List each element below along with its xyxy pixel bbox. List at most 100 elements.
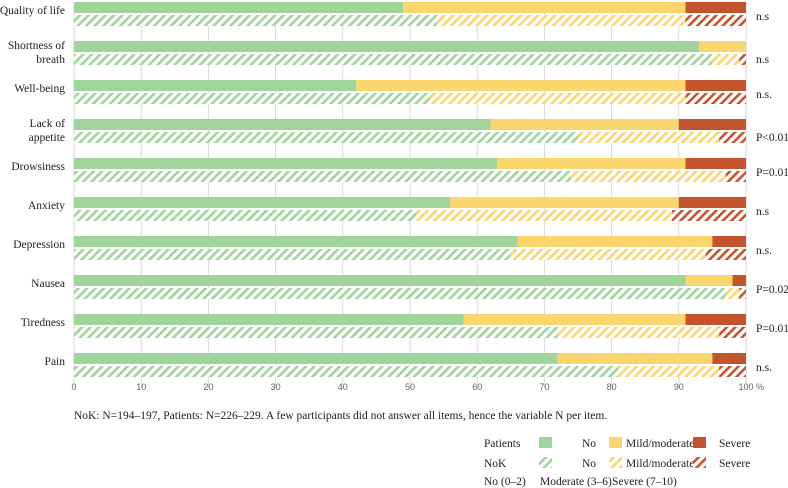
bar-patients-severe [712,353,746,364]
legend-entry-label: Severe [719,438,750,450]
bar-nok-severe [685,93,746,104]
category-label: Nausea [31,278,65,290]
x-tick-label: 0 [71,382,76,392]
category-label-line: Nausea [31,278,65,290]
legend-row-label: Patients [484,438,521,450]
category-label-line: appetite [29,132,65,144]
legend-entry-label: No [582,438,596,450]
bar-nok-no [74,366,619,377]
bar-nok-mild-moderate [510,249,706,260]
significance-labels: n.s n.s n.s. P<0.01 P=0.01 n.s n.s. P=0.02 P=0.0… [756,11,788,374]
legend-scale-text: Severe (7–10) [612,476,677,488]
bar-patients-severe [678,119,746,130]
legend: Patients No Mild/moderate Severe NoK No Mild/m… [484,437,750,488]
category-label-line: Lack of [30,118,66,130]
x-tick-label: 80 [607,382,617,392]
category-label-line: Pain [45,356,66,368]
category-label: Depression [13,239,65,251]
bars [74,2,746,377]
bar-nok-no [74,93,431,104]
category-label-line: Tiredness [21,317,66,329]
bar-patients-mild-moderate [557,353,713,364]
category-label-line: Shortness of [8,40,65,52]
bar-nok-severe [739,54,746,65]
bar-nok-no [74,132,578,143]
x-tick-label: 40 [338,382,348,392]
legend-scale-text: No (0–2) [484,476,526,488]
legend-swatch-no [539,457,552,468]
bar-patients-mild-moderate [490,119,679,130]
legend-swatch-no [539,437,552,448]
category-label: Pain [45,356,66,368]
bar-patients-mild-moderate [463,314,686,325]
bar-nok-severe [725,171,746,182]
bar-nok-severe [705,249,746,260]
category-label: Lack of appetite [29,118,66,144]
bar-patients-mild-moderate [698,41,746,52]
bar-nok-mild-moderate [557,327,720,338]
legend-swatch-severe [693,457,706,468]
significance-label: n.s. [756,362,772,374]
x-tick-label: 100 [738,382,753,392]
bar-patients-no [74,314,464,325]
bar-patients-severe [685,314,746,325]
x-tick-label: 70 [539,382,549,392]
significance-label: P<0.01 [756,132,788,144]
bar-patients-severe [678,197,746,208]
bar-nok-no [74,54,713,65]
bar-nok-no [74,249,511,260]
category-label-line: Quality of life [0,5,65,17]
bar-patients-severe [732,275,746,286]
category-label-line: Drowsiness [11,161,65,173]
bar-nok-mild-moderate [578,132,720,143]
bar-patients-mild-moderate [403,2,686,13]
bar-patients-no [74,41,699,52]
category-label-line: Depression [13,239,65,251]
bar-nok-mild-moderate [712,54,740,65]
significance-label: n.s. [756,245,772,257]
significance-label: n.s. [756,89,772,101]
bar-patients-severe [685,2,746,13]
bar-nok-severe [719,327,746,338]
x-tick-label: 30 [271,382,281,392]
x-unit-label: % [756,382,764,392]
category-label: Quality of life [0,5,65,17]
bar-patients-no [74,197,451,208]
x-axis-ticks: 0 10 20 30 40 50 60 70 80 90 100% [71,382,764,392]
bar-patients-mild-moderate [450,197,679,208]
significance-label: P=0.02 [756,284,788,296]
category-label: Well-being [14,83,65,95]
bar-patients-severe [685,158,746,169]
bar-patients-no [74,2,404,13]
bar-patients-no [74,80,357,91]
x-tick-label: 60 [472,382,482,392]
category-label: Drowsiness [11,161,65,173]
legend-entry-label: Mild/moderate [626,458,694,470]
category-label: Shortness of breath [8,40,65,66]
bar-nok-mild-moderate [571,171,726,182]
x-tick-label: 20 [203,382,213,392]
bar-patients-no [74,275,686,286]
category-label-line: Anxiety [28,200,65,212]
bar-patients-no [74,119,491,130]
bar-patients-mild-moderate [685,275,733,286]
bar-nok-severe [672,210,746,221]
category-label: Tiredness [21,317,66,329]
x-tick-label: 10 [136,382,146,392]
bar-nok-severe [685,15,746,26]
significance-label: P=0.01 [756,323,788,335]
bar-nok-no [74,327,558,338]
bar-patients-no [74,353,558,364]
legend-swatch-mild-moderate [609,437,622,448]
x-tick-label: 50 [405,382,415,392]
legend-swatch-severe [693,437,706,448]
bar-nok-mild-moderate [416,210,673,221]
category-label-line: Well-being [14,83,65,95]
significance-label: n.s [756,206,770,218]
bar-nok-mild-moderate [430,93,686,104]
significance-label: n.s [756,11,770,23]
bar-nok-no [74,15,437,26]
category-label-line: breath [36,54,65,66]
legend-entry-label: Severe [719,458,750,470]
bar-nok-no [74,288,726,299]
